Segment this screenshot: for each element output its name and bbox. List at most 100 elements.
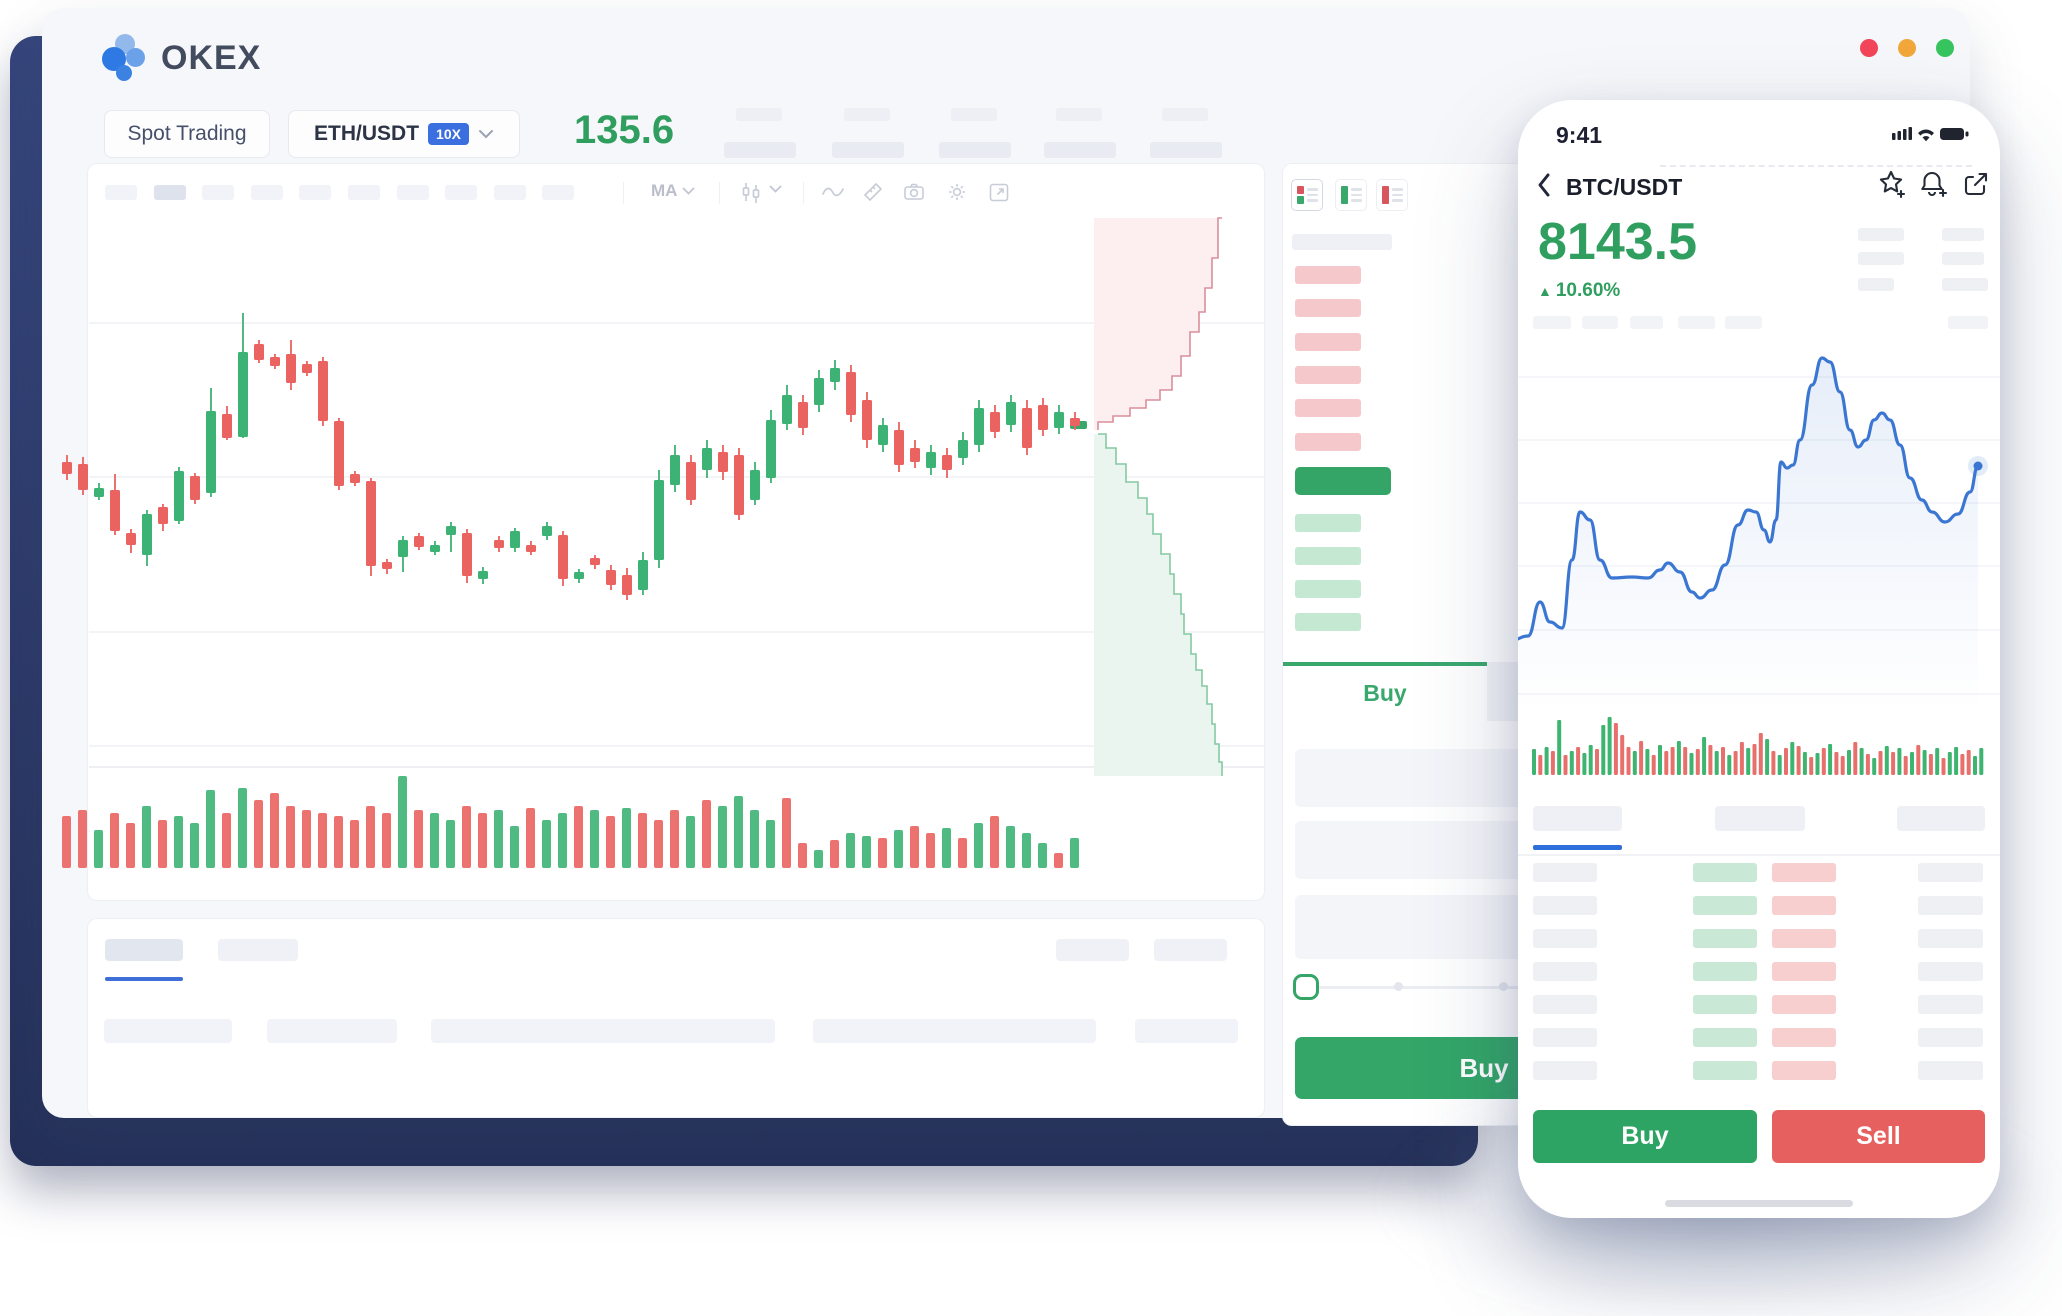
phone-change: ▲ 10.60% (1538, 280, 1620, 302)
orderbook-bids-view-icon[interactable] (1335, 179, 1367, 211)
phone-ob-price-right (1918, 863, 1983, 882)
orders-history-panel (87, 918, 1265, 1118)
phone-range-pill[interactable] (1582, 316, 1618, 329)
spot-trading-button[interactable]: Spot Trading (104, 110, 270, 158)
pair-label: ETH/USDT (314, 122, 420, 145)
slider-tick (1394, 982, 1403, 991)
price-alert-bell-icon[interactable] (1918, 168, 1950, 200)
table-header-placeholder (267, 1019, 397, 1043)
spot-trading-label: Spot Trading (127, 122, 247, 145)
interval-tab[interactable] (153, 185, 186, 200)
dashed-divider (1660, 165, 1972, 167)
price-input-placeholder[interactable] (1295, 749, 1535, 807)
phone-tab[interactable] (1715, 806, 1805, 831)
phone-ob-price-left (1533, 1061, 1597, 1080)
phone-range-pill[interactable] (1533, 316, 1571, 329)
bid-row (1295, 514, 1361, 532)
favorite-star-icon[interactable] (1876, 168, 1908, 200)
amount-input-placeholder[interactable] (1295, 821, 1535, 879)
line-overlay-icon[interactable] (821, 180, 845, 204)
amount-slider-track[interactable] (1317, 986, 1540, 989)
total-input-placeholder[interactable] (1295, 895, 1535, 959)
brand: OKEX (102, 34, 261, 82)
phone-ob-bid (1693, 929, 1757, 948)
orderbook-asks-view-icon[interactable] (1376, 179, 1408, 211)
interval-tab[interactable] (542, 185, 575, 200)
phone-ob-bid (1693, 995, 1757, 1014)
phone-ob-ask (1772, 863, 1836, 882)
ask-row (1295, 432, 1361, 451)
orderbook-last-price-bar (1295, 467, 1391, 495)
bottom-action-placeholder[interactable] (1154, 939, 1227, 961)
phone-range-pill[interactable] (1725, 316, 1762, 329)
chart-gridline (89, 322, 1264, 324)
orderbook-all-view-icon[interactable] (1291, 179, 1323, 211)
phone-range-pill[interactable] (1678, 316, 1715, 329)
phone-tab[interactable] (1897, 806, 1985, 831)
camera-icon[interactable] (902, 180, 926, 204)
phone-stat-placeholder (1942, 252, 1984, 265)
ask-row (1295, 299, 1361, 318)
phone-ob-price-left (1533, 929, 1597, 948)
slider-handle[interactable] (1293, 974, 1319, 1000)
interval-tab[interactable] (445, 185, 478, 200)
tab-buy[interactable]: Buy (1283, 666, 1487, 721)
fullscreen-icon[interactable] (987, 180, 1011, 204)
candlestick-style-icon[interactable] (740, 180, 762, 204)
interval-tab[interactable] (396, 185, 429, 200)
phone-buy-button[interactable]: Buy (1533, 1110, 1757, 1163)
home-indicator (1665, 1200, 1853, 1207)
toolbar-divider (623, 182, 624, 204)
phone-ob-ask (1772, 1028, 1836, 1047)
phone-range-pill[interactable] (1948, 316, 1988, 329)
window-zoom-button[interactable] (1936, 39, 1954, 57)
bottom-tab-selected[interactable] (105, 939, 183, 961)
bid-row (1295, 580, 1361, 598)
back-chevron-icon[interactable] (1536, 172, 1552, 198)
header-stat-group (724, 104, 804, 164)
status-bar-time: 9:41 (1556, 122, 1603, 148)
phone-ob-bid (1693, 962, 1757, 981)
interval-tab[interactable] (250, 185, 283, 200)
interval-tab[interactable] (105, 185, 137, 200)
bottom-tab[interactable] (218, 939, 298, 961)
interval-tab[interactable] (493, 185, 526, 200)
phone-last-price: 8143.5 (1538, 213, 1698, 271)
pair-selector-dropdown[interactable]: ETH/USDT 10X (288, 110, 520, 158)
phone-ob-bid (1693, 1028, 1757, 1047)
table-header-placeholder (1135, 1019, 1238, 1043)
phone-ob-price-left (1533, 995, 1597, 1014)
phone-range-pill[interactable] (1630, 316, 1663, 329)
stat-value-placeholder (724, 142, 796, 158)
header-stat-group (939, 104, 1019, 164)
table-header-placeholder (431, 1019, 775, 1043)
stat-label-placeholder (736, 108, 782, 121)
share-icon[interactable] (1960, 168, 1992, 200)
phone-tab-selected[interactable] (1533, 806, 1622, 831)
interval-tab[interactable] (299, 185, 332, 200)
okex-logo-icon (102, 34, 148, 82)
window-close-button[interactable] (1860, 39, 1878, 57)
interval-tab[interactable] (348, 185, 380, 200)
stat-value-placeholder (832, 142, 904, 158)
window-minimize-button[interactable] (1898, 39, 1916, 57)
phone-ob-ask (1772, 995, 1836, 1014)
bottom-action-placeholder[interactable] (1056, 939, 1129, 961)
chevron-down-icon (478, 130, 493, 139)
phone-stat-placeholder (1942, 278, 1988, 291)
phone-divider (1518, 854, 2000, 856)
table-header-placeholder (813, 1019, 1096, 1043)
chart-gridline (89, 745, 1264, 747)
gear-icon[interactable] (945, 180, 969, 204)
last-price: 135.6 (574, 108, 675, 152)
chevron-down-icon[interactable] (769, 185, 782, 193)
phone-ob-bid (1693, 863, 1757, 882)
phone-ob-price-left (1533, 863, 1597, 882)
ruler-icon[interactable] (861, 180, 885, 204)
order-book-panel: Buy Buy (1282, 163, 1673, 1126)
interval-tab[interactable] (202, 185, 235, 200)
ma-indicator-dropdown[interactable]: MA (651, 181, 695, 201)
phone-sell-button[interactable]: Sell (1772, 1110, 1985, 1163)
ask-row (1295, 266, 1361, 284)
